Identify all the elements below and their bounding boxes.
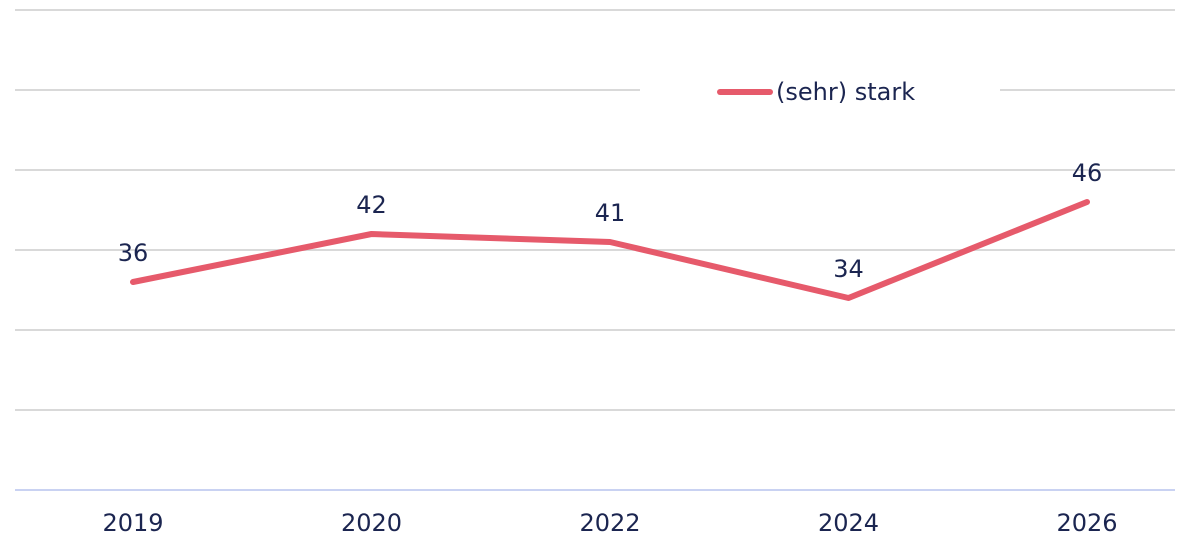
x-tick-label: 2019 <box>102 509 163 537</box>
data-label: 46 <box>1072 159 1103 187</box>
x-tick-label: 2024 <box>818 509 879 537</box>
legend-background <box>640 70 1000 114</box>
data-label: 34 <box>833 255 864 283</box>
data-line <box>130 199 1090 301</box>
data-label: 36 <box>118 239 149 267</box>
x-tick-label: 2022 <box>579 509 640 537</box>
data-label: 41 <box>595 199 626 227</box>
data-label: 42 <box>356 191 387 219</box>
x-tick-label: 2020 <box>341 509 402 537</box>
legend-label: (sehr) stark <box>776 78 915 106</box>
x-tick-label: 2026 <box>1056 509 1117 537</box>
